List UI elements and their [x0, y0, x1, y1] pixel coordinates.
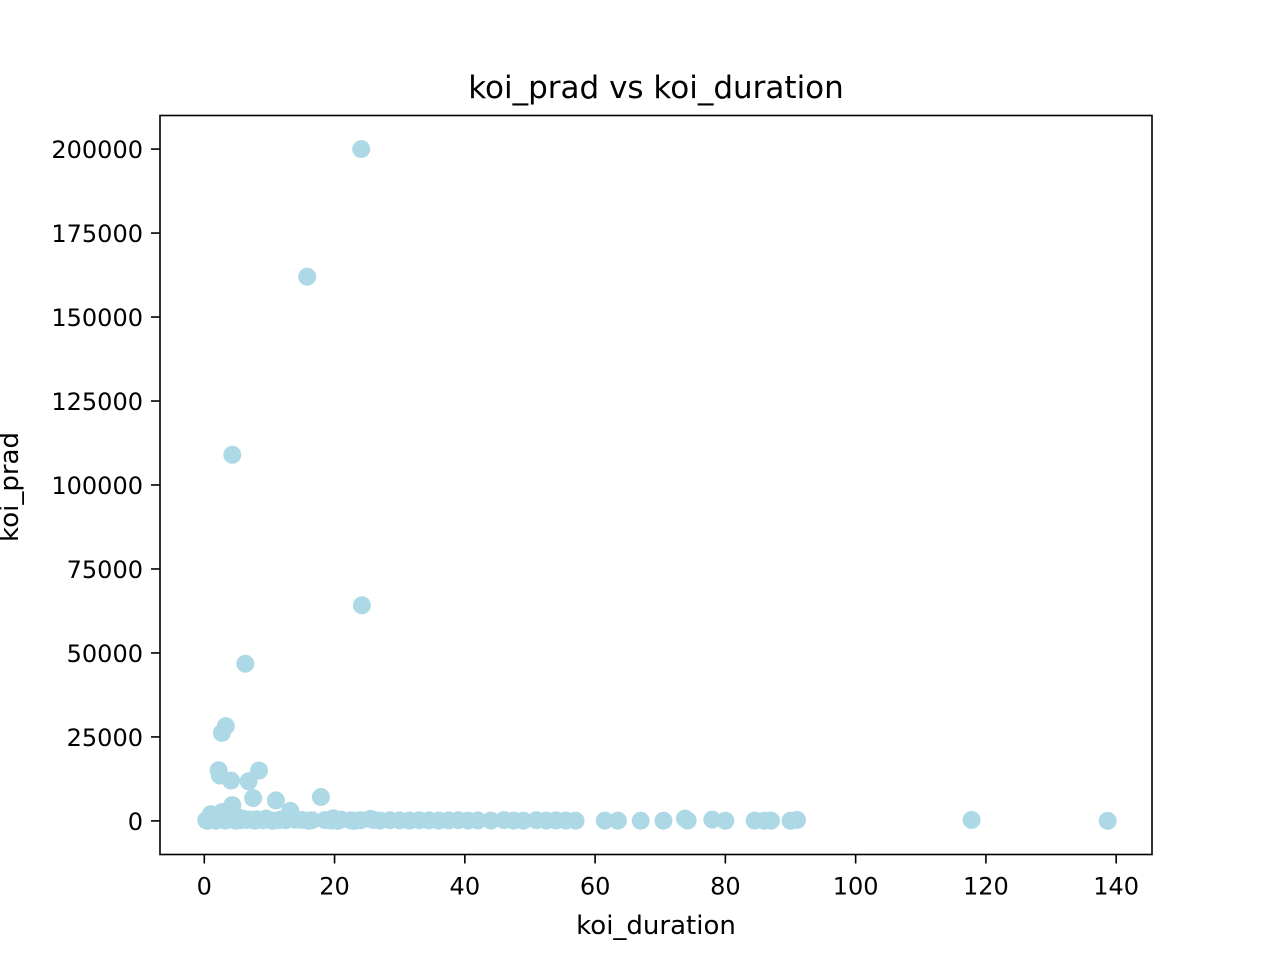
y-tick-label: 125000	[51, 388, 143, 416]
data-point	[788, 811, 806, 829]
data-point	[223, 446, 241, 464]
data-point	[654, 812, 672, 830]
data-point	[963, 811, 981, 829]
x-tick-label: 60	[580, 873, 611, 901]
y-tick-label: 150000	[51, 304, 143, 332]
y-tick-label: 50000	[67, 640, 143, 668]
data-point	[246, 812, 264, 830]
data-point	[236, 655, 254, 673]
data-point	[352, 140, 370, 158]
data-point	[1099, 812, 1117, 830]
x-tick-label: 100	[833, 873, 879, 901]
x-tick-label: 40	[450, 873, 481, 901]
x-tick-label: 20	[319, 873, 350, 901]
chart-title: koi_prad vs koi_duration	[468, 70, 844, 106]
data-point	[329, 812, 347, 830]
data-point	[567, 812, 585, 830]
data-point	[312, 788, 330, 806]
x-tick-label: 80	[710, 873, 741, 901]
data-point	[264, 812, 282, 830]
data-point	[345, 812, 363, 830]
data-point	[213, 724, 231, 742]
data-point	[227, 812, 245, 830]
y-tick-label: 25000	[67, 724, 143, 752]
y-axis-label: koi_prad	[0, 432, 25, 542]
x-axis-label: koi_duration	[576, 911, 736, 941]
y-tick-label: 200000	[51, 136, 143, 164]
data-point	[300, 812, 318, 830]
data-point	[632, 812, 650, 830]
data-point	[353, 596, 371, 614]
y-tick-label: 100000	[51, 472, 143, 500]
x-tick-label: 120	[963, 873, 1009, 901]
x-tick-label: 140	[1093, 873, 1139, 901]
data-point	[244, 789, 262, 807]
y-tick-label: 175000	[51, 220, 143, 248]
data-point	[762, 812, 780, 830]
y-tick-label: 75000	[67, 556, 143, 584]
data-point	[679, 812, 697, 830]
data-point	[267, 791, 285, 809]
data-point	[365, 811, 383, 829]
data-point	[240, 772, 258, 790]
x-tick-label: 0	[197, 873, 212, 901]
data-point	[298, 268, 316, 286]
data-point	[211, 767, 229, 785]
data-point	[609, 812, 627, 830]
y-tick-label: 0	[128, 808, 143, 836]
data-point	[716, 812, 734, 830]
